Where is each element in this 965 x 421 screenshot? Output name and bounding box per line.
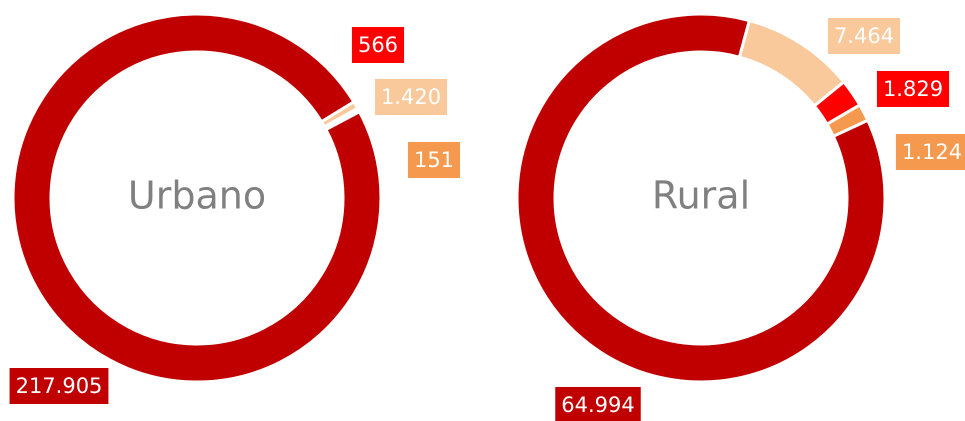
- value-label-text: 151: [414, 148, 454, 172]
- value-label-text: 566: [358, 33, 398, 57]
- donut-segment: [515, 12, 887, 384]
- value-label-box: [407, 142, 461, 178]
- value-label: 217.905: [9, 368, 109, 404]
- value-label: 1.420: [374, 79, 448, 115]
- value-label: 566: [351, 27, 405, 63]
- value-label: 151: [407, 142, 461, 178]
- value-label-text: 1.420: [381, 85, 441, 109]
- value-label: 1.829: [876, 71, 950, 107]
- value-label-box: [555, 387, 641, 421]
- value-label-box: [895, 134, 965, 170]
- value-label-box: [827, 18, 901, 54]
- value-label-text: 64.994: [561, 393, 634, 417]
- value-label-box: [9, 368, 109, 404]
- value-label-box: [876, 71, 950, 107]
- value-label-text: 1.829: [883, 77, 943, 101]
- value-label-text: 217.905: [16, 374, 103, 398]
- donut-segment: [323, 108, 362, 132]
- value-label-box: [374, 79, 448, 115]
- value-label-text: 1.124: [902, 140, 962, 164]
- donut-segment: [824, 102, 870, 139]
- center-label: Rural: [652, 174, 750, 218]
- center-label: Urbano: [128, 174, 266, 218]
- donut-segment: [11, 12, 383, 384]
- value-label-text: 7.464: [834, 24, 894, 48]
- value-label-box: [351, 27, 405, 63]
- value-label: 64.994: [555, 387, 641, 421]
- value-label: 7.464: [827, 18, 901, 54]
- value-label: 1.124: [895, 134, 965, 170]
